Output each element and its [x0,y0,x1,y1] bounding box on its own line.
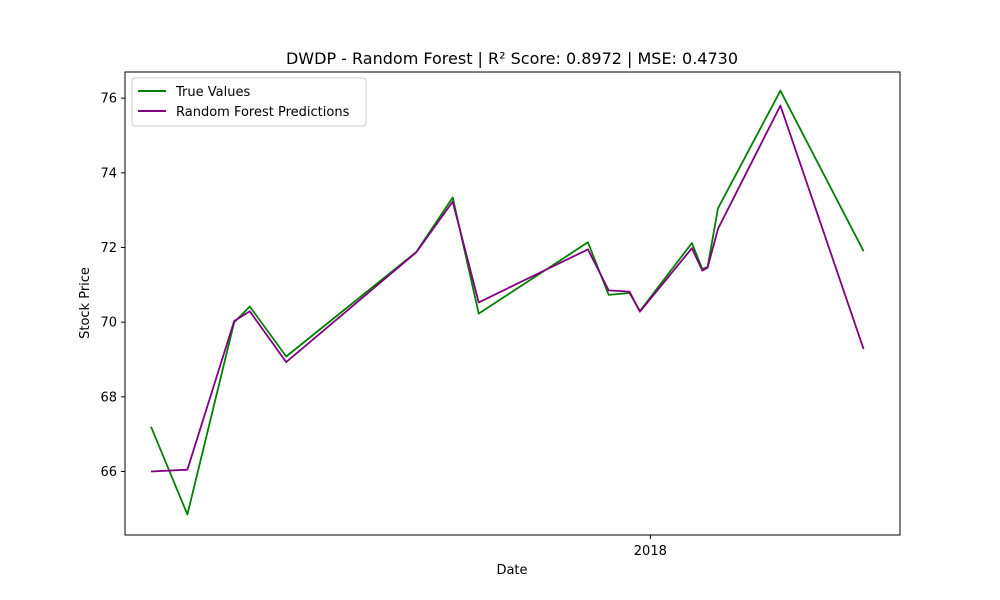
x-tick-label: 2018 [634,544,667,559]
y-tick-label: 72 [100,241,117,256]
y-axis-ticks: 66 68 70 72 74 76 [100,92,125,480]
x-axis-label: Date [496,563,527,578]
legend: True Values Random Forest Predictions [131,77,367,127]
x-axis-ticks: 2018 [634,535,667,559]
y-axis-label: Stock Price [78,267,93,339]
y-tick-label: 74 [100,166,117,181]
series-lines [150,89,865,516]
y-tick-label: 70 [100,316,117,331]
legend-label-true-values: True Values [175,85,250,100]
legend-label-random-forest-predictions: Random Forest Predictions [176,105,350,120]
y-tick-label: 76 [100,92,117,107]
series-line-random-forest-predictions [150,104,865,473]
plot-area [124,71,901,536]
y-tick-label: 66 [100,465,117,480]
chart-title: DWDP - Random Forest | R² Score: 0.8972 … [286,49,738,68]
legend-box [131,77,367,127]
y-tick-label: 68 [100,390,117,405]
